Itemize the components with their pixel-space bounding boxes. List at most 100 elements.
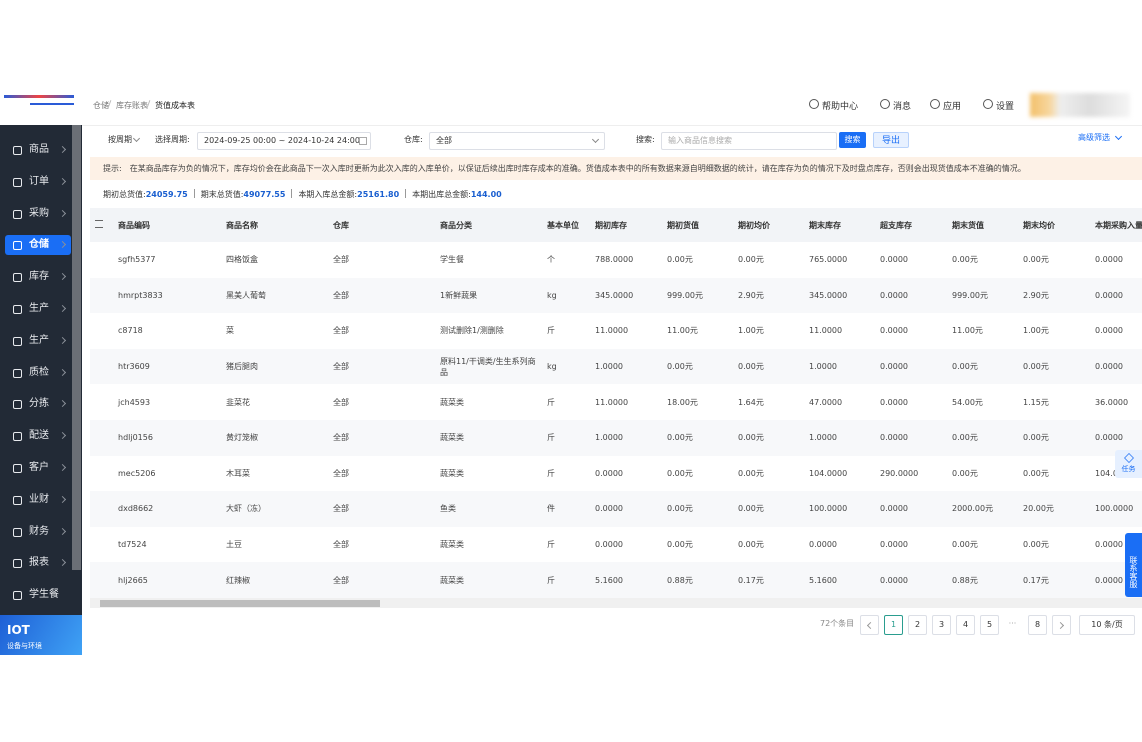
summary-label: 期初总货值: bbox=[103, 190, 146, 199]
summary-value: 144.00 bbox=[470, 190, 502, 199]
nav-label: 商品 bbox=[29, 144, 49, 155]
table-cell: 765.0000 bbox=[809, 255, 848, 265]
page-button[interactable]: 5 bbox=[980, 615, 999, 635]
search-input[interactable]: 输入商品信息搜索 bbox=[661, 132, 837, 150]
column-header: 商品名称 bbox=[221, 208, 328, 242]
nav-item[interactable]: 生产 bbox=[5, 331, 71, 351]
nav-chevron bbox=[58, 336, 67, 344]
nav-item[interactable]: 财务 bbox=[5, 522, 71, 542]
nav-label: 报表 bbox=[29, 557, 49, 569]
nav-item[interactable]: 分拣 bbox=[5, 394, 71, 414]
header-action[interactable]: 消息 bbox=[893, 102, 912, 112]
nav-item[interactable]: 客户 bbox=[5, 458, 71, 478]
header-icon bbox=[930, 99, 940, 109]
table-cell: 0.00元 bbox=[947, 348, 1018, 385]
iot-entry[interactable]: IOT 设备与环境 bbox=[0, 615, 82, 655]
table-cell: 0.0000 bbox=[809, 540, 837, 550]
nav-item[interactable]: 采购 bbox=[5, 204, 71, 224]
nav-item[interactable]: 库存 bbox=[5, 267, 71, 287]
page-next[interactable] bbox=[1052, 615, 1071, 635]
table-cell: hdlj0156 bbox=[113, 419, 221, 456]
iot-subtitle: 设备与环境 bbox=[7, 642, 42, 650]
table-cell: 原料11/干调类/生生系列商品 bbox=[435, 348, 542, 385]
warehouse-select[interactable]: 全部 bbox=[429, 132, 605, 150]
table-cell: 0.0000 bbox=[595, 468, 623, 478]
table-cell: 100.0000 bbox=[804, 491, 875, 527]
nav-chevron bbox=[58, 527, 67, 535]
page-button[interactable]: 4 bbox=[956, 615, 975, 635]
period-mode[interactable]: 按周期 bbox=[103, 132, 143, 148]
page-button[interactable]: ··· bbox=[1004, 615, 1021, 633]
nav-icon bbox=[13, 559, 22, 569]
nav-item[interactable]: 业财 bbox=[5, 490, 71, 510]
cost-table: 商品编码 商品名称 仓库 商品分类 基本单位 期初库存 期初货值 期初均价 期末库存 超支库存 期末… bbox=[90, 208, 1142, 598]
table-cell: 0.00元 bbox=[1023, 468, 1049, 478]
table-cell: 788.0000 bbox=[595, 255, 634, 265]
task-text: 任务 bbox=[1121, 465, 1136, 473]
row-spacer bbox=[90, 419, 113, 456]
search-label: 搜索: bbox=[636, 135, 655, 144]
customer-service[interactable]: 联系客服 bbox=[1125, 533, 1142, 597]
table-cell: 0.0000 bbox=[1095, 326, 1123, 336]
header-action[interactable]: 帮助中心 bbox=[822, 102, 859, 112]
period-mode-text: 按周期 bbox=[108, 135, 132, 144]
page-button[interactable]: 1 bbox=[884, 615, 903, 635]
table-row: td7524 土豆 全部 蔬菜类 斤 0.0000 0.00元 0.00元 0.0000 0.00… bbox=[90, 527, 1142, 563]
period-label: 选择周期: bbox=[155, 135, 190, 144]
nav-item[interactable]: 配送 bbox=[5, 426, 71, 446]
table-cell: 木耳菜 bbox=[226, 468, 250, 478]
nav-icon bbox=[13, 146, 22, 155]
header-action[interactable]: 设置 bbox=[996, 102, 1015, 112]
row-spacer bbox=[90, 242, 113, 278]
table-cell: 1.00元 bbox=[1023, 326, 1049, 336]
table-row: dxd8662 大虾（冻） 全部 鱼类件 0.0000 0.00元 0.00元 100.000… bbox=[90, 491, 1142, 527]
nav-icon bbox=[13, 464, 22, 473]
table-cell: 蔬菜类 bbox=[435, 562, 542, 598]
search-button[interactable]: 搜索 bbox=[839, 132, 866, 148]
table-cell: 蔬菜类 bbox=[440, 397, 464, 407]
header: 仓储 库存账表 货值成本表 帮助中心 消息 应用 设置 bbox=[82, 85, 1142, 126]
table-cell: 36.0000 bbox=[1095, 397, 1129, 407]
table-cell: 0.0000 bbox=[880, 540, 908, 550]
table-cell: 1.64元 bbox=[738, 397, 764, 407]
nav-chevron bbox=[58, 400, 67, 408]
table-cell: 四格饭盒 bbox=[226, 255, 258, 265]
table-cell: 全部 bbox=[333, 540, 349, 550]
table-cell: 黄灯笼椒 bbox=[221, 419, 328, 456]
advanced-filter[interactable]: 高级筛选 bbox=[1078, 130, 1123, 146]
table-cell: 1.15元 bbox=[1023, 397, 1049, 407]
horizontal-scrollbar[interactable] bbox=[90, 598, 1142, 608]
table-cell: 0.0000 bbox=[1090, 419, 1142, 456]
table-cell: td7524 bbox=[118, 540, 147, 550]
page-button[interactable]: 8 bbox=[1028, 615, 1047, 635]
task-widget[interactable]: 任务 bbox=[1115, 450, 1142, 478]
period-picker[interactable]: 2024-09-25 00:00 ~ 2024-10-24 24:00 bbox=[197, 132, 371, 150]
table-cell: 0.00元 bbox=[733, 348, 804, 385]
nav-label: 生产 bbox=[29, 334, 49, 346]
nav-item[interactable]: 订单 bbox=[5, 172, 71, 192]
nav-item[interactable]: 商品 bbox=[5, 140, 71, 160]
avatar[interactable] bbox=[1030, 93, 1130, 117]
table-cell: 0.00元 bbox=[662, 348, 733, 385]
nav-item[interactable]: 学生餐 bbox=[5, 585, 71, 605]
nav-item[interactable]: 生产 bbox=[5, 299, 71, 319]
row-spacer bbox=[90, 456, 113, 492]
nav-icon bbox=[13, 273, 22, 283]
table-cell: kg bbox=[542, 348, 590, 385]
export-button[interactable]: 导出 bbox=[873, 132, 909, 148]
logo bbox=[0, 85, 82, 125]
nav-item[interactable]: 报表 bbox=[5, 553, 71, 573]
header-action[interactable]: 应用 bbox=[943, 102, 962, 112]
nav-item[interactable]: 质检 bbox=[5, 363, 71, 383]
nav-chevron bbox=[58, 559, 67, 567]
table-header: 商品编码 商品名称 仓库 商品分类 基本单位 期初库存 期初货值 期初均价 期末库存 超支库存 期末… bbox=[90, 208, 1142, 242]
column-settings[interactable] bbox=[90, 208, 113, 242]
page-button[interactable]: 2 bbox=[908, 615, 927, 635]
page-prev[interactable] bbox=[860, 615, 879, 635]
page-size[interactable]: 10 条/页 bbox=[1079, 615, 1135, 635]
nav-label: 仓储 bbox=[29, 239, 49, 251]
table-cell: 0.0000 bbox=[875, 562, 947, 598]
page-button[interactable]: 3 bbox=[932, 615, 951, 635]
summary-divider bbox=[405, 189, 407, 198]
nav-item[interactable]: 仓储 bbox=[5, 235, 71, 256]
